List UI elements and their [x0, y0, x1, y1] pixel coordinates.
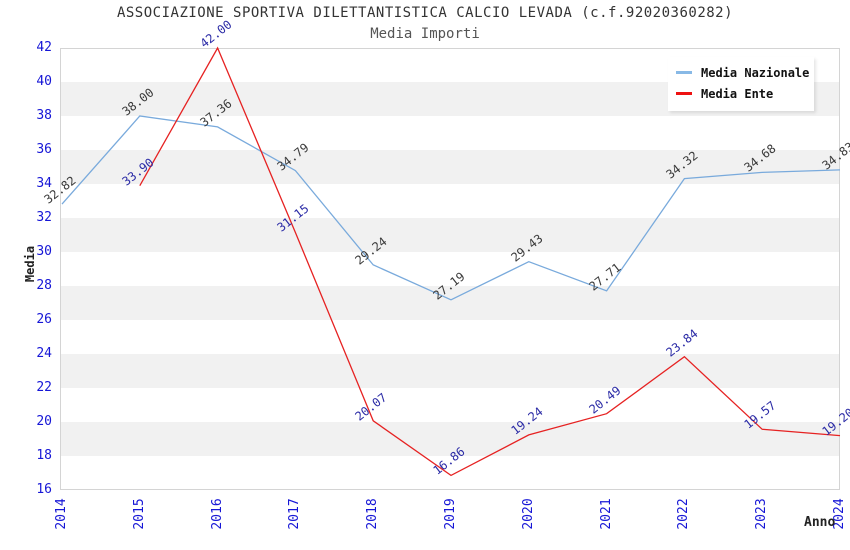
y-tick-label: 38: [36, 108, 52, 123]
x-tick-label: 2016: [209, 498, 225, 530]
x-tick-label: 2023: [754, 498, 770, 530]
x-tick-label: 2014: [54, 498, 69, 530]
y-tick-label: 28: [36, 278, 52, 293]
chart-subtitle: Media Importi: [370, 26, 480, 42]
legend-item: Media Ente: [674, 83, 808, 104]
x-tick-label: 2018: [365, 498, 381, 530]
y-tick-label: 26: [36, 312, 52, 327]
y-tick-label: 40: [36, 74, 52, 89]
plot-area: [60, 48, 840, 490]
chart-title: ASSOCIAZIONE SPORTIVA DILETTANTISTICA CA…: [116, 5, 734, 21]
y-tick-label: 34: [36, 176, 52, 191]
x-tick-label: 2017: [287, 498, 303, 530]
y-tick-label: 16: [36, 482, 52, 497]
y-tick-label: 30: [36, 244, 52, 259]
legend-swatch-icon: [676, 92, 692, 95]
legend: Media Nazionale Media Ente: [668, 57, 814, 111]
y-tick-label: 20: [36, 414, 52, 429]
legend-label: Media Ente: [701, 86, 774, 101]
y-tick-label: 24: [36, 346, 52, 361]
legend-label: Media Nazionale: [701, 65, 810, 80]
y-tick-label: 32: [36, 210, 52, 225]
x-tick-label: 2021: [598, 498, 614, 530]
legend-swatch-icon: [676, 71, 692, 74]
y-tick-label: 18: [36, 448, 52, 463]
x-tick-label: 2020: [520, 498, 536, 530]
y-tick-label: 22: [36, 380, 52, 395]
x-axis-title: Anno: [804, 515, 836, 530]
y-tick-label: 42: [36, 40, 52, 55]
x-tick-label: 2019: [443, 498, 458, 530]
x-tick-label: 2022: [676, 498, 692, 530]
legend-item: Media Nazionale: [674, 62, 810, 83]
y-axis-title: Media: [23, 245, 37, 283]
x-tick-label: 2015: [131, 498, 147, 530]
y-tick-label: 36: [36, 142, 52, 157]
